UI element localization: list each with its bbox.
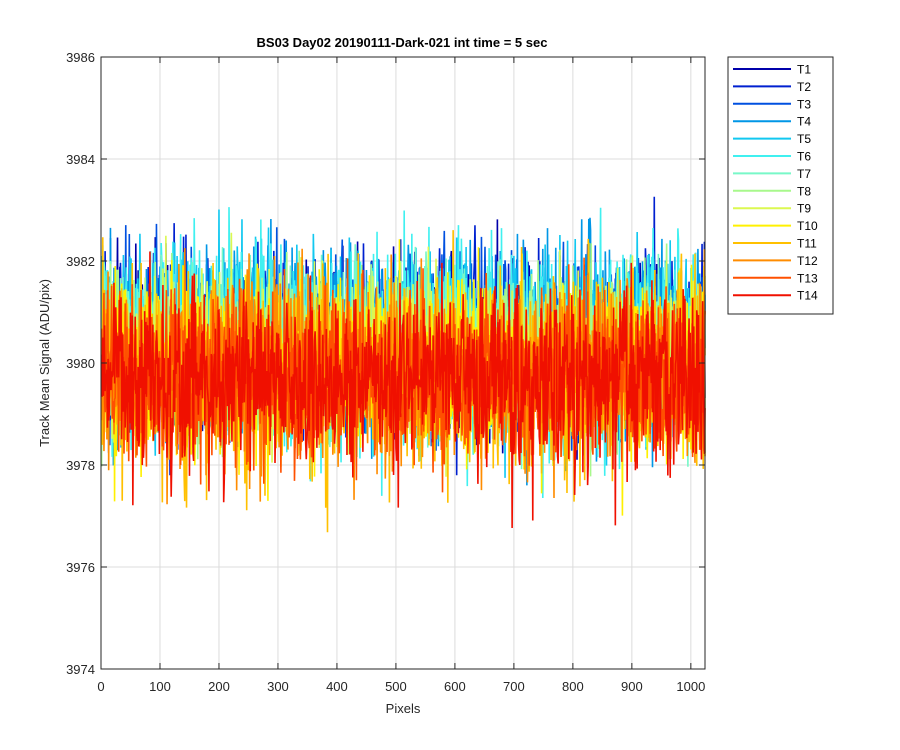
legend-label-t6: T6 [797,150,811,164]
x-tick-label: 700 [503,679,525,694]
y-tick-label: 3976 [66,560,95,575]
series-line-t14 [100,251,706,528]
x-axis-label: Pixels [386,701,421,716]
legend-label-t3: T3 [797,97,811,111]
legend-label-t5: T5 [797,132,811,146]
legend-label-t12: T12 [797,254,818,268]
y-tick-label: 3978 [66,458,95,473]
legend: T1 T2 T3 T4 T5 T6 T7 T8 T9 T10 T11 T12 T13 T14 [727,56,834,315]
legend-label-t11: T11 [797,237,817,251]
x-tick-label: 200 [208,679,230,694]
y-tick-label: 3984 [66,152,95,167]
legend-label-t10: T10 [797,219,818,233]
legend-label-t14: T14 [797,289,818,303]
legend-label-t9: T9 [797,202,811,216]
legend-label-t8: T8 [797,184,811,198]
legend-label-t2: T2 [797,80,811,94]
x-tick-label: 300 [267,679,289,694]
legend-label-t1: T1 [797,63,811,77]
chart-title: BS03 Day02 20190111-Dark-021 int time = … [257,35,548,50]
y-tick-label: 3974 [66,662,95,677]
legend-label-t4: T4 [797,115,811,129]
x-tick-label: 0 [97,679,104,694]
axis-ticks: 0 100 200 300 400 500 600 700 800 900 1000 3974 3976… [66,50,705,694]
x-tick-label: 100 [149,679,171,694]
x-tick-label: 500 [385,679,407,694]
legend-label-t13: T13 [797,271,818,285]
x-tick-label: 600 [444,679,466,694]
legend-label-t7: T7 [797,167,811,181]
y-tick-label: 3986 [66,50,95,65]
x-tick-label: 800 [562,679,584,694]
series-lines [100,196,706,533]
y-tick-label: 3980 [66,356,95,371]
y-axis-label: Track Mean Signal (ADU/pix) [37,279,52,447]
legend-box [727,56,834,315]
x-tick-label: 1000 [676,679,705,694]
x-tick-label: 900 [621,679,643,694]
x-tick-label: 400 [326,679,348,694]
y-tick-label: 3982 [66,254,95,269]
